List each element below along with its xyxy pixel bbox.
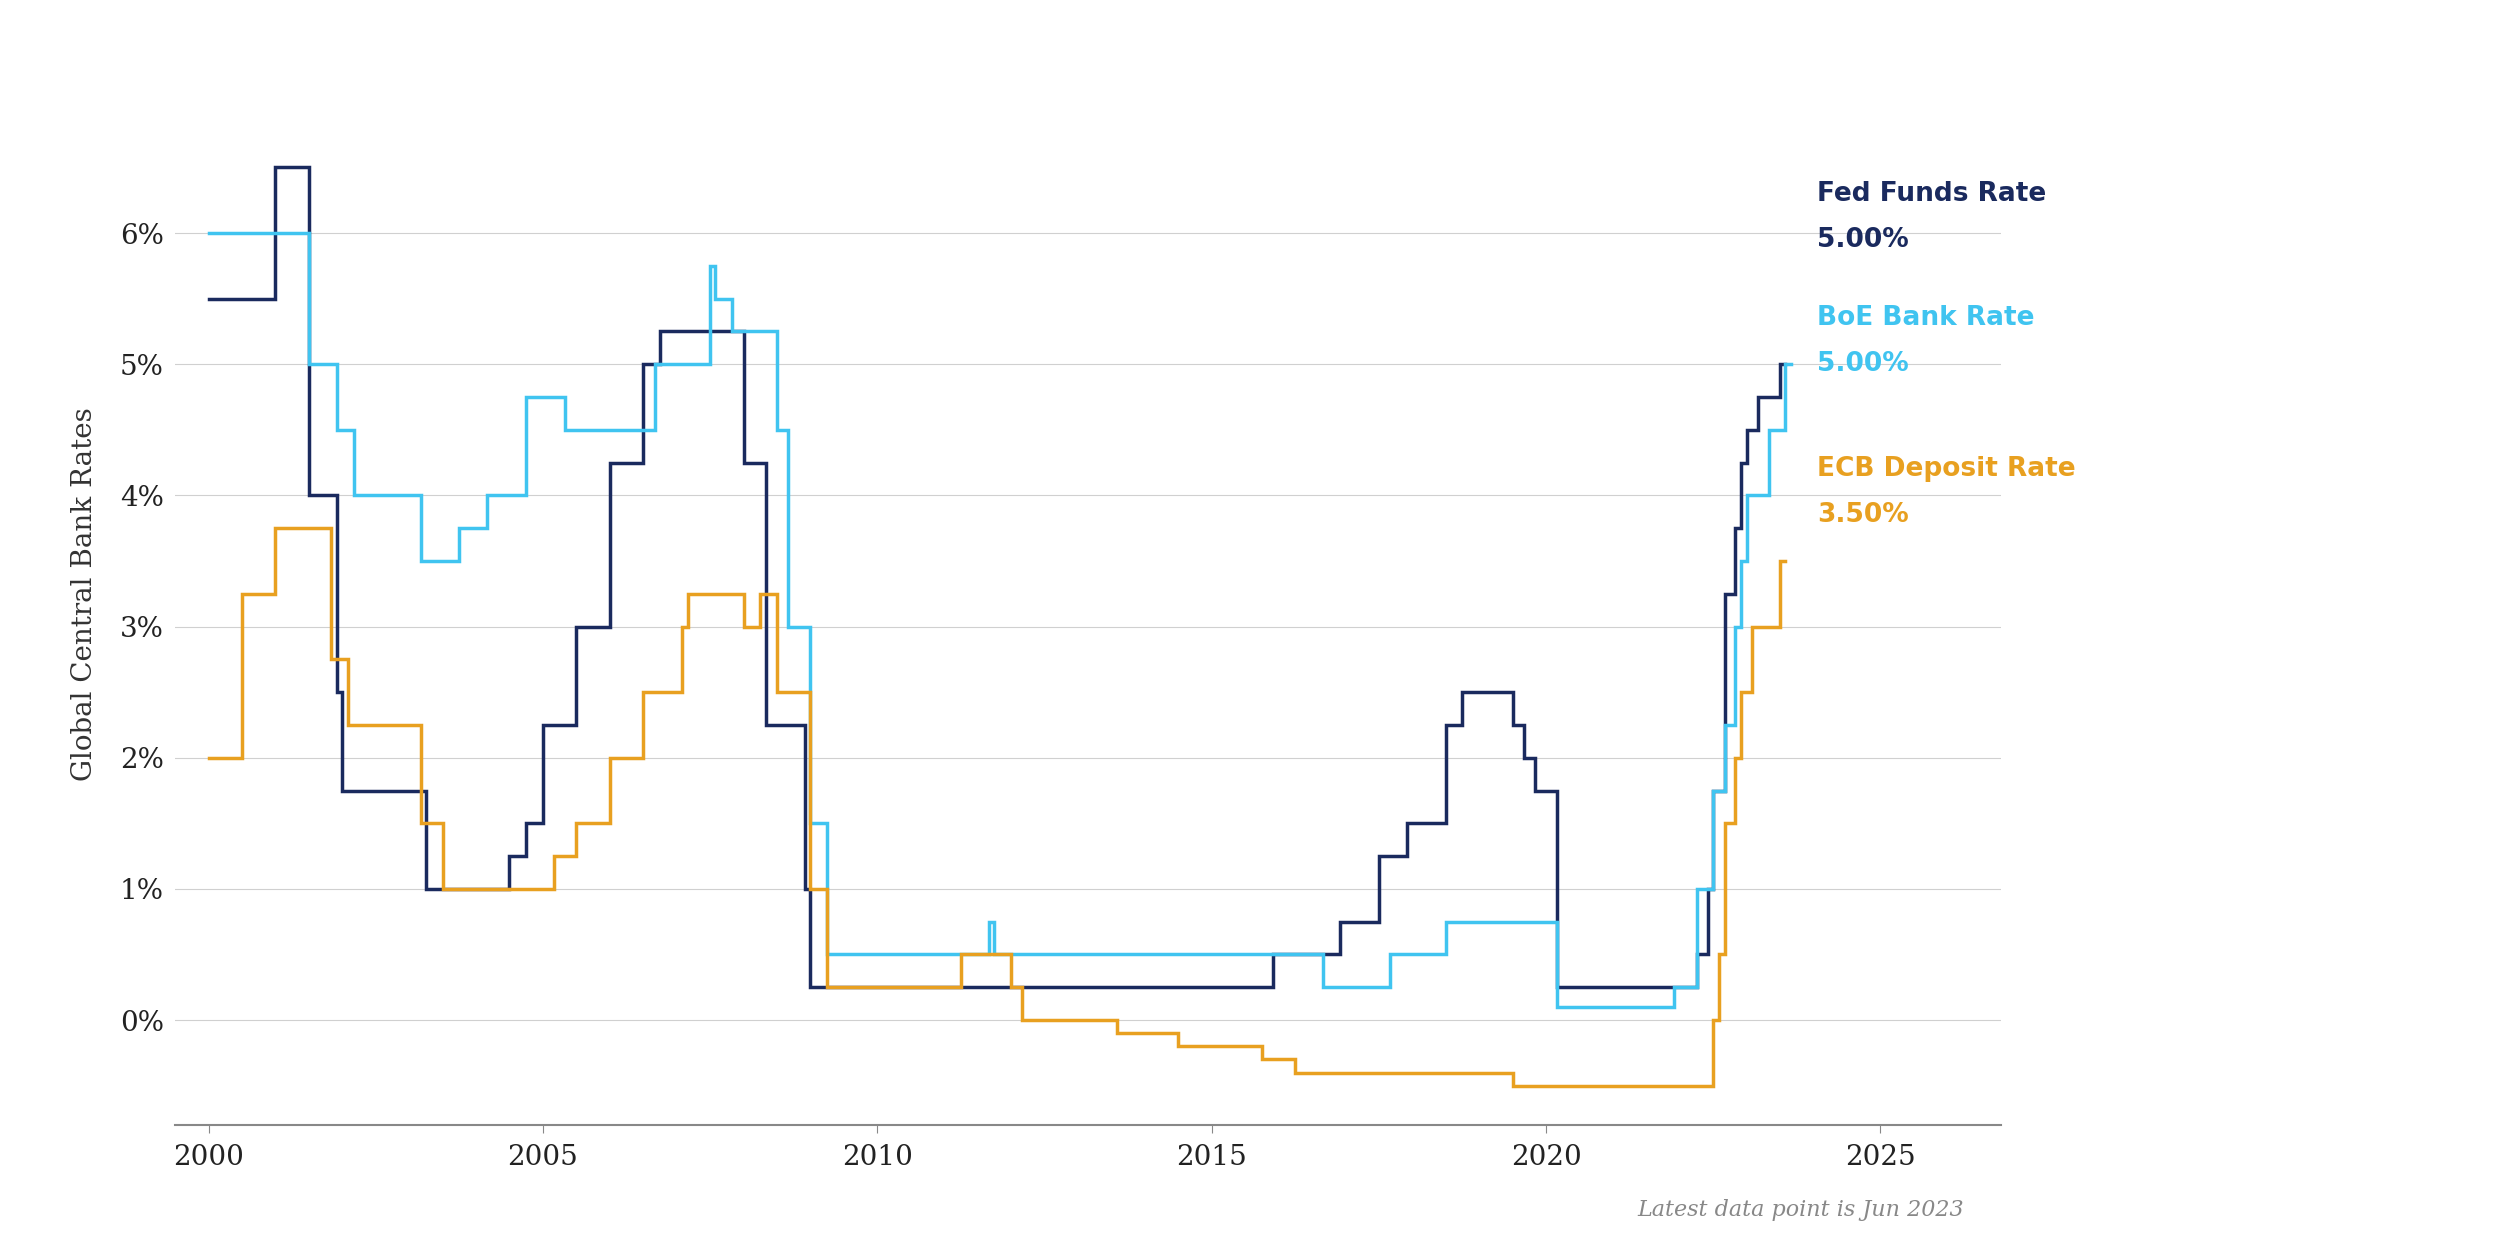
Y-axis label: Global Central Bank Rates: Global Central Bank Rates <box>70 408 98 780</box>
Text: 5.00%: 5.00% <box>1816 351 1908 378</box>
Text: 5.00%: 5.00% <box>1816 226 1908 253</box>
Text: 3.50%: 3.50% <box>1816 503 1908 528</box>
Text: ECB Deposit Rate: ECB Deposit Rate <box>1816 456 2076 482</box>
Text: BoE Bank Rate: BoE Bank Rate <box>1816 305 2033 331</box>
Text: Fed Funds Rate: Fed Funds Rate <box>1816 181 2046 206</box>
Text: Latest data point is Jun 2023: Latest data point is Jun 2023 <box>1638 1199 1963 1220</box>
